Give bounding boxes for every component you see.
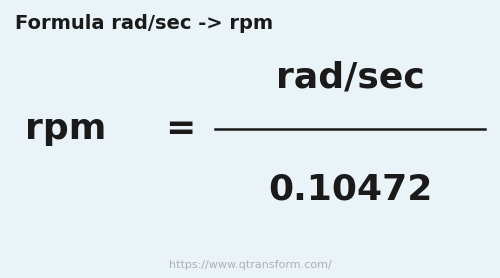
Text: =: = (165, 112, 195, 146)
Text: rad/sec: rad/sec (276, 61, 424, 95)
Text: https://www.qtransform.com/: https://www.qtransform.com/ (168, 260, 332, 270)
Text: Formula rad/sec -> rpm: Formula rad/sec -> rpm (15, 14, 273, 33)
Text: 0.10472: 0.10472 (268, 172, 432, 206)
Text: rpm: rpm (25, 112, 106, 146)
